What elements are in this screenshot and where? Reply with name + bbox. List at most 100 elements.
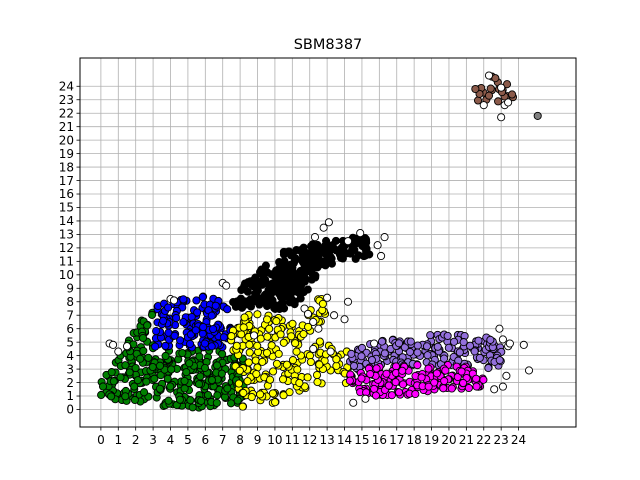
x-tick-label: 9	[254, 433, 262, 447]
data-point	[251, 356, 260, 365]
data-point	[121, 361, 130, 370]
data-point	[479, 101, 488, 110]
data-point	[519, 340, 528, 349]
data-point	[405, 347, 415, 357]
data-point	[324, 218, 333, 227]
data-point	[213, 361, 222, 370]
data-point	[222, 281, 231, 290]
data-point	[347, 349, 356, 358]
data-point	[430, 378, 439, 387]
data-point	[309, 240, 318, 249]
x-tick-label: 24	[511, 433, 526, 447]
data-point	[497, 83, 506, 92]
data-point	[371, 391, 381, 400]
data-point	[370, 384, 379, 394]
x-tick-label: 21	[459, 433, 474, 447]
data-point	[167, 365, 176, 374]
x-tick-label: 2	[132, 433, 140, 447]
y-tick-label: 14	[59, 214, 74, 228]
data-point	[382, 369, 391, 378]
y-tick-label: 5	[66, 335, 74, 349]
data-point	[296, 294, 305, 303]
data-point	[295, 378, 304, 387]
data-point	[191, 326, 200, 335]
x-tick-label: 16	[372, 433, 387, 447]
data-point	[443, 331, 452, 340]
data-point	[330, 311, 339, 320]
data-point	[200, 363, 210, 372]
data-point	[300, 257, 309, 266]
data-point	[269, 287, 278, 296]
data-point	[484, 363, 493, 373]
data-point	[125, 368, 134, 377]
data-point	[198, 329, 207, 338]
data-point	[217, 369, 226, 378]
data-point	[413, 341, 422, 350]
data-point	[475, 353, 484, 362]
data-point	[240, 313, 249, 322]
data-point	[288, 263, 297, 272]
data-point	[304, 322, 313, 331]
data-point	[391, 378, 400, 387]
data-point	[170, 331, 179, 340]
data-point	[424, 364, 433, 373]
data-point	[150, 374, 159, 383]
data-point	[207, 311, 216, 320]
data-point	[237, 285, 246, 295]
y-tick-label: 2	[66, 376, 74, 390]
data-point	[372, 364, 381, 373]
data-point	[199, 323, 208, 332]
data-point	[377, 251, 386, 261]
data-point	[471, 84, 480, 94]
data-point	[235, 366, 244, 375]
y-tick-label: 11	[59, 255, 74, 269]
x-tick-label: 18	[407, 433, 422, 447]
data-point	[252, 369, 261, 379]
data-point	[439, 384, 448, 393]
data-point	[279, 285, 288, 294]
x-tick-label: 14	[337, 433, 352, 447]
data-point	[361, 394, 370, 403]
data-point	[172, 313, 181, 323]
data-point	[109, 340, 118, 349]
data-point	[269, 367, 278, 376]
data-point	[140, 388, 149, 397]
data-point	[370, 339, 379, 348]
data-point	[175, 395, 184, 404]
data-point	[349, 361, 359, 371]
y-tick-label: 7	[66, 308, 74, 322]
data-point	[291, 339, 300, 348]
data-point	[455, 348, 464, 357]
data-point	[249, 331, 259, 340]
data-point	[524, 366, 534, 375]
data-point	[262, 348, 272, 357]
data-point	[450, 337, 459, 346]
y-tick-label: 21	[59, 120, 74, 134]
data-point	[323, 293, 332, 302]
data-point	[185, 359, 194, 368]
data-point	[490, 385, 499, 394]
data-point	[213, 391, 222, 400]
y-tick-label: 9	[66, 281, 74, 295]
axes-frame	[79, 57, 577, 428]
x-tick-label: 5	[184, 433, 192, 447]
data-point	[278, 375, 288, 384]
data-point	[275, 264, 284, 273]
data-point	[440, 376, 449, 386]
data-point	[505, 339, 514, 348]
data-point	[212, 398, 221, 407]
y-tick-label: 12	[59, 241, 74, 255]
data-point	[457, 367, 466, 376]
data-point	[311, 273, 320, 282]
data-point	[309, 344, 318, 353]
data-point	[502, 371, 511, 380]
data-point	[326, 253, 335, 262]
data-point	[313, 378, 322, 387]
data-point	[250, 275, 259, 284]
data-point	[484, 71, 494, 80]
data-point	[280, 257, 289, 266]
data-point	[318, 299, 327, 308]
y-tick-label: 1	[66, 389, 74, 403]
data-point	[241, 297, 250, 306]
